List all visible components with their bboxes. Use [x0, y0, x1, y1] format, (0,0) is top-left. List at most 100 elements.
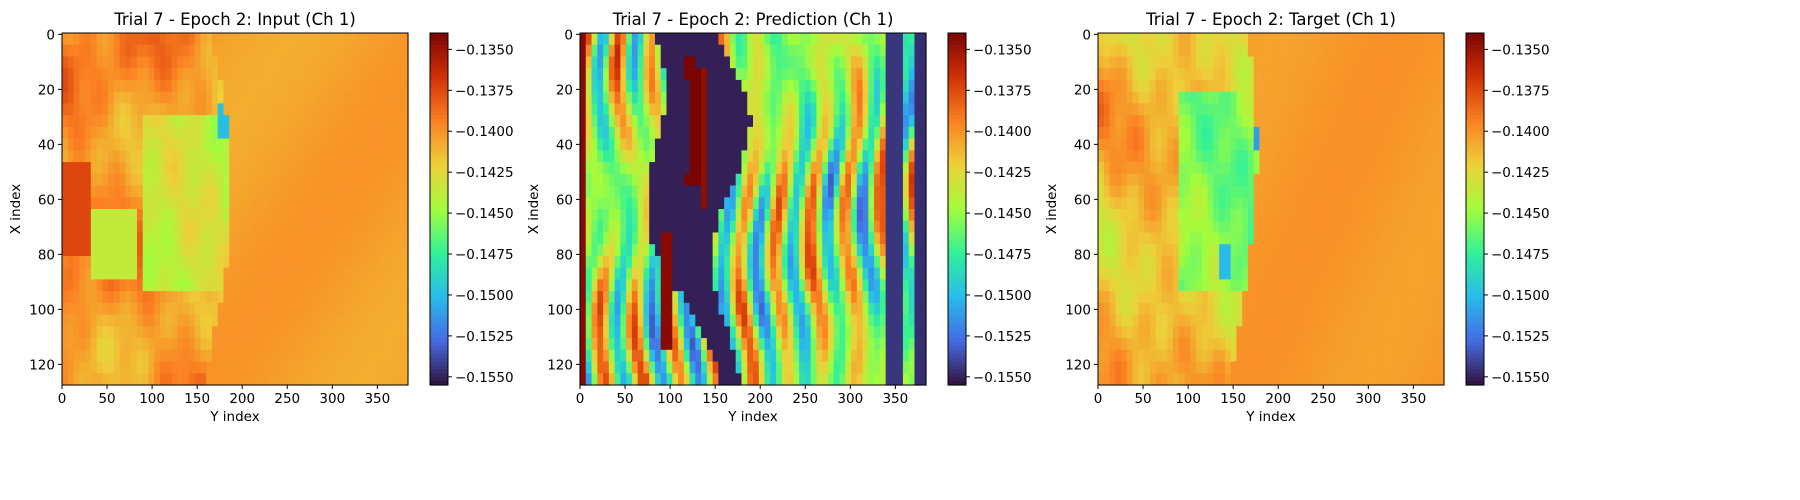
heatmap-cell: [1334, 209, 1341, 222]
heatmap-cell: [833, 232, 841, 245]
heatmap-cell: [171, 338, 178, 351]
heatmap-cell: [891, 185, 898, 198]
heatmap-cell: [1224, 220, 1232, 234]
heatmap-cell: [666, 197, 673, 210]
heatmap-cell: [897, 126, 904, 140]
heatmap-cell: [327, 126, 334, 140]
heatmap-cell: [776, 115, 783, 128]
heatmap-cell: [885, 302, 892, 316]
heatmap-cell: [344, 232, 351, 245]
heatmap-cell: [874, 279, 881, 292]
heatmap-cell: [799, 349, 806, 363]
heatmap-cell: [614, 267, 621, 280]
heatmap-cell: [79, 150, 86, 163]
heatmap-cell: [211, 232, 219, 245]
heatmap-cell: [862, 338, 869, 351]
heatmap-cell: [724, 126, 731, 140]
heatmap-cell: [891, 267, 898, 280]
heatmap-cell: [649, 349, 656, 363]
heatmap-cell: [902, 138, 910, 151]
heatmap-cell: [258, 291, 265, 304]
heatmap-cell: [1409, 138, 1416, 151]
heatmap-cell: [747, 68, 754, 81]
heatmap-cell: [200, 185, 207, 198]
heatmap-cell: [258, 279, 265, 292]
heatmap-cell: [718, 373, 725, 386]
heatmap-cell: [914, 220, 921, 234]
heatmap-cell: [666, 150, 673, 163]
heatmap-cell: [1103, 91, 1111, 104]
heatmap-cell: [177, 373, 184, 386]
heatmap-cell: [1242, 68, 1249, 81]
heatmap-cell: [223, 373, 230, 386]
heatmap-cell: [119, 209, 127, 222]
heatmap-cell: [1259, 33, 1266, 46]
heatmap-cell: [920, 326, 927, 339]
heatmap-cell: [165, 150, 173, 163]
heatmap-cell: [810, 103, 818, 116]
heatmap-cell: [897, 173, 904, 187]
heatmap-cell: [379, 302, 386, 316]
heatmap-cell: [816, 232, 823, 245]
colorbar-segment: [430, 189, 448, 194]
heatmap-cell: [67, 185, 75, 198]
heatmap-cell: [1397, 162, 1405, 175]
heatmap-cell: [338, 279, 346, 292]
heatmap-cell: [1121, 244, 1128, 257]
heatmap-cell: [1432, 91, 1439, 104]
heatmap-cell: [914, 91, 921, 104]
heatmap-cell: [390, 173, 398, 187]
heatmap-cell: [108, 302, 115, 316]
heatmap-cell: [286, 44, 294, 58]
heatmap-cell: [626, 267, 633, 280]
heatmap-cell: [263, 326, 271, 339]
heatmap-cell: [597, 33, 604, 46]
heatmap-cell: [304, 361, 311, 374]
heatmap-cell: [246, 267, 253, 280]
heatmap-cell: [908, 173, 916, 187]
heatmap-cell: [914, 373, 921, 386]
heatmap-cell: [246, 232, 253, 245]
heatmap-cell: [1167, 173, 1174, 187]
heatmap-cell: [689, 103, 696, 116]
heatmap-cell: [729, 302, 737, 316]
heatmap-cell: [891, 150, 898, 163]
heatmap-cell: [735, 68, 743, 81]
heatmap-cell: [649, 150, 656, 163]
heatmap-cell: [781, 91, 789, 104]
heatmap-cell: [223, 279, 230, 292]
heatmap-cell: [706, 244, 714, 257]
heatmap-cell: [356, 138, 363, 151]
heatmap-cell: [286, 103, 294, 116]
heatmap-cell: [350, 338, 357, 351]
heatmap-cell: [275, 91, 282, 104]
heatmap-cell: [580, 68, 587, 81]
heatmap-cell: [1132, 91, 1139, 104]
heatmap-cell: [1161, 173, 1168, 187]
heatmap-cell: [758, 173, 766, 187]
heatmap-cell: [373, 173, 380, 187]
heatmap-cell: [1247, 185, 1255, 198]
heatmap-cell: [62, 33, 69, 46]
heatmap-cell: [223, 33, 230, 46]
heatmap-cell: [102, 79, 109, 93]
heatmap-cell: [804, 103, 812, 116]
heatmap-cell: [672, 279, 679, 292]
heatmap-cell: [200, 220, 207, 234]
heatmap-cell: [292, 185, 300, 198]
colorbar-segment: [948, 95, 966, 101]
heatmap-cell: [1426, 126, 1434, 140]
heatmap-cell: [885, 79, 892, 93]
heatmap-cell: [292, 314, 300, 327]
heatmap-cell: [136, 56, 144, 69]
heatmap-cell: [165, 162, 173, 175]
heatmap-cell: [79, 79, 86, 93]
heatmap-cell: [125, 291, 132, 304]
colorbar-segment: [948, 138, 966, 144]
heatmap-cell: [603, 291, 610, 304]
heatmap-cell: [246, 291, 253, 304]
heatmap-cell: [183, 56, 190, 69]
heatmap-cell: [1322, 185, 1330, 198]
heatmap-cell: [729, 338, 737, 351]
heatmap-cell: [718, 138, 725, 151]
